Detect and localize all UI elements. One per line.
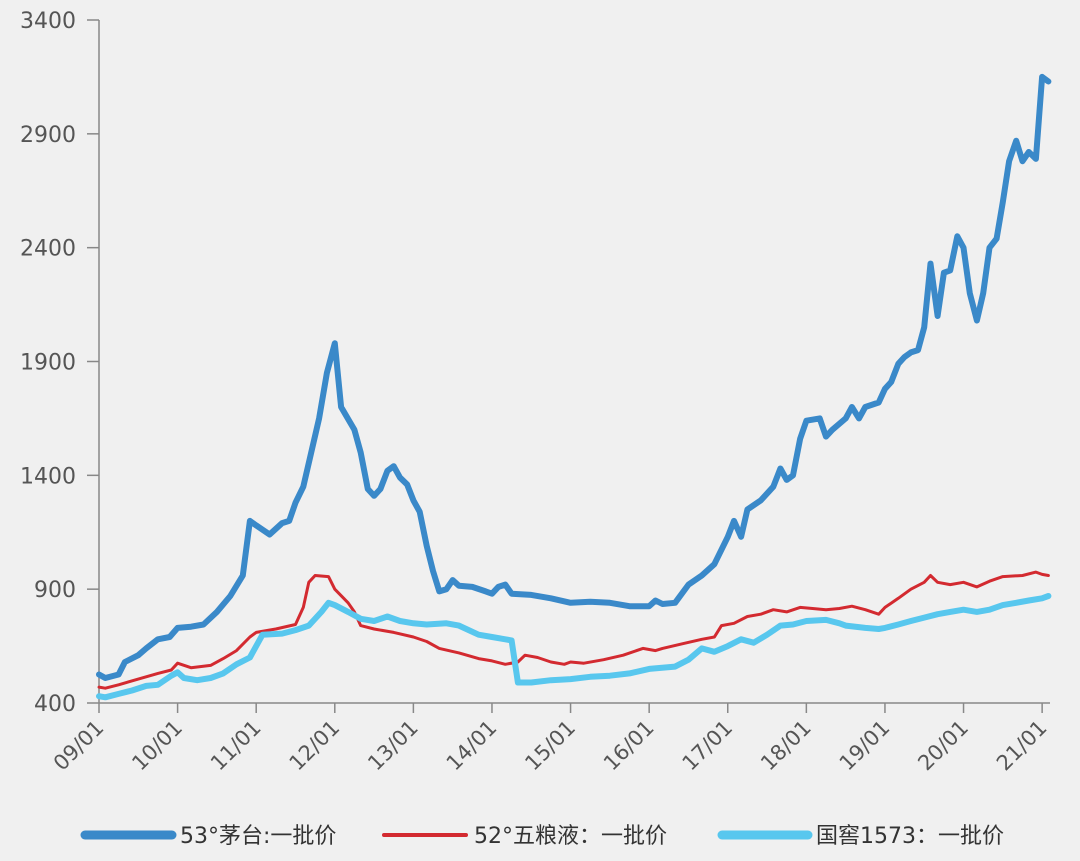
legend-label-1: 52°五粮液：一批价 xyxy=(474,824,667,849)
legend: 53°茅台:一批价 52°五粮液：一批价 国窖1573：一批价 xyxy=(80,824,1004,849)
x-axis: 09/01 10/01 11/01 12/01 13/01 14/01 15/01 16/01… xyxy=(49,702,1052,776)
x-tick-label: 12/01 xyxy=(285,716,345,776)
x-tick-label: 10/01 xyxy=(127,716,187,776)
series-line-1 xyxy=(97,570,1050,690)
x-tick-label: 09/01 xyxy=(49,716,109,776)
x-tick-label: 11/01 xyxy=(206,716,266,776)
legend-label-0: 53°茅台:一批价 xyxy=(180,824,336,849)
series-line-0 xyxy=(96,73,1052,681)
x-tick-label: 20/01 xyxy=(913,716,973,776)
x-tick-label: 18/01 xyxy=(756,716,816,776)
x-tick-label: 21/01 xyxy=(992,716,1052,776)
y-tick-label: 2900 xyxy=(20,123,76,148)
y-tick-label: 2400 xyxy=(20,237,76,262)
x-tick-label: 16/01 xyxy=(599,716,659,776)
y-tick-label: 1900 xyxy=(20,351,76,376)
y-tick-label: 3400 xyxy=(20,9,76,34)
x-tick-label: 19/01 xyxy=(835,716,895,776)
y-tick-label: 400 xyxy=(34,692,76,717)
legend-label-2: 国窖1573：一批价 xyxy=(816,824,1004,849)
y-tick-label: 1400 xyxy=(20,464,76,489)
x-tick-label: 17/01 xyxy=(678,716,738,776)
x-tick-label: 13/01 xyxy=(363,716,423,776)
y-axis: 400 900 1400 1900 2400 2900 3400 xyxy=(20,9,100,717)
series-line-2 xyxy=(96,593,1052,701)
x-tick-label: 14/01 xyxy=(442,716,502,776)
x-tick-label: 15/01 xyxy=(520,716,580,776)
plot-area xyxy=(96,73,1052,701)
y-tick-label: 900 xyxy=(34,578,76,603)
